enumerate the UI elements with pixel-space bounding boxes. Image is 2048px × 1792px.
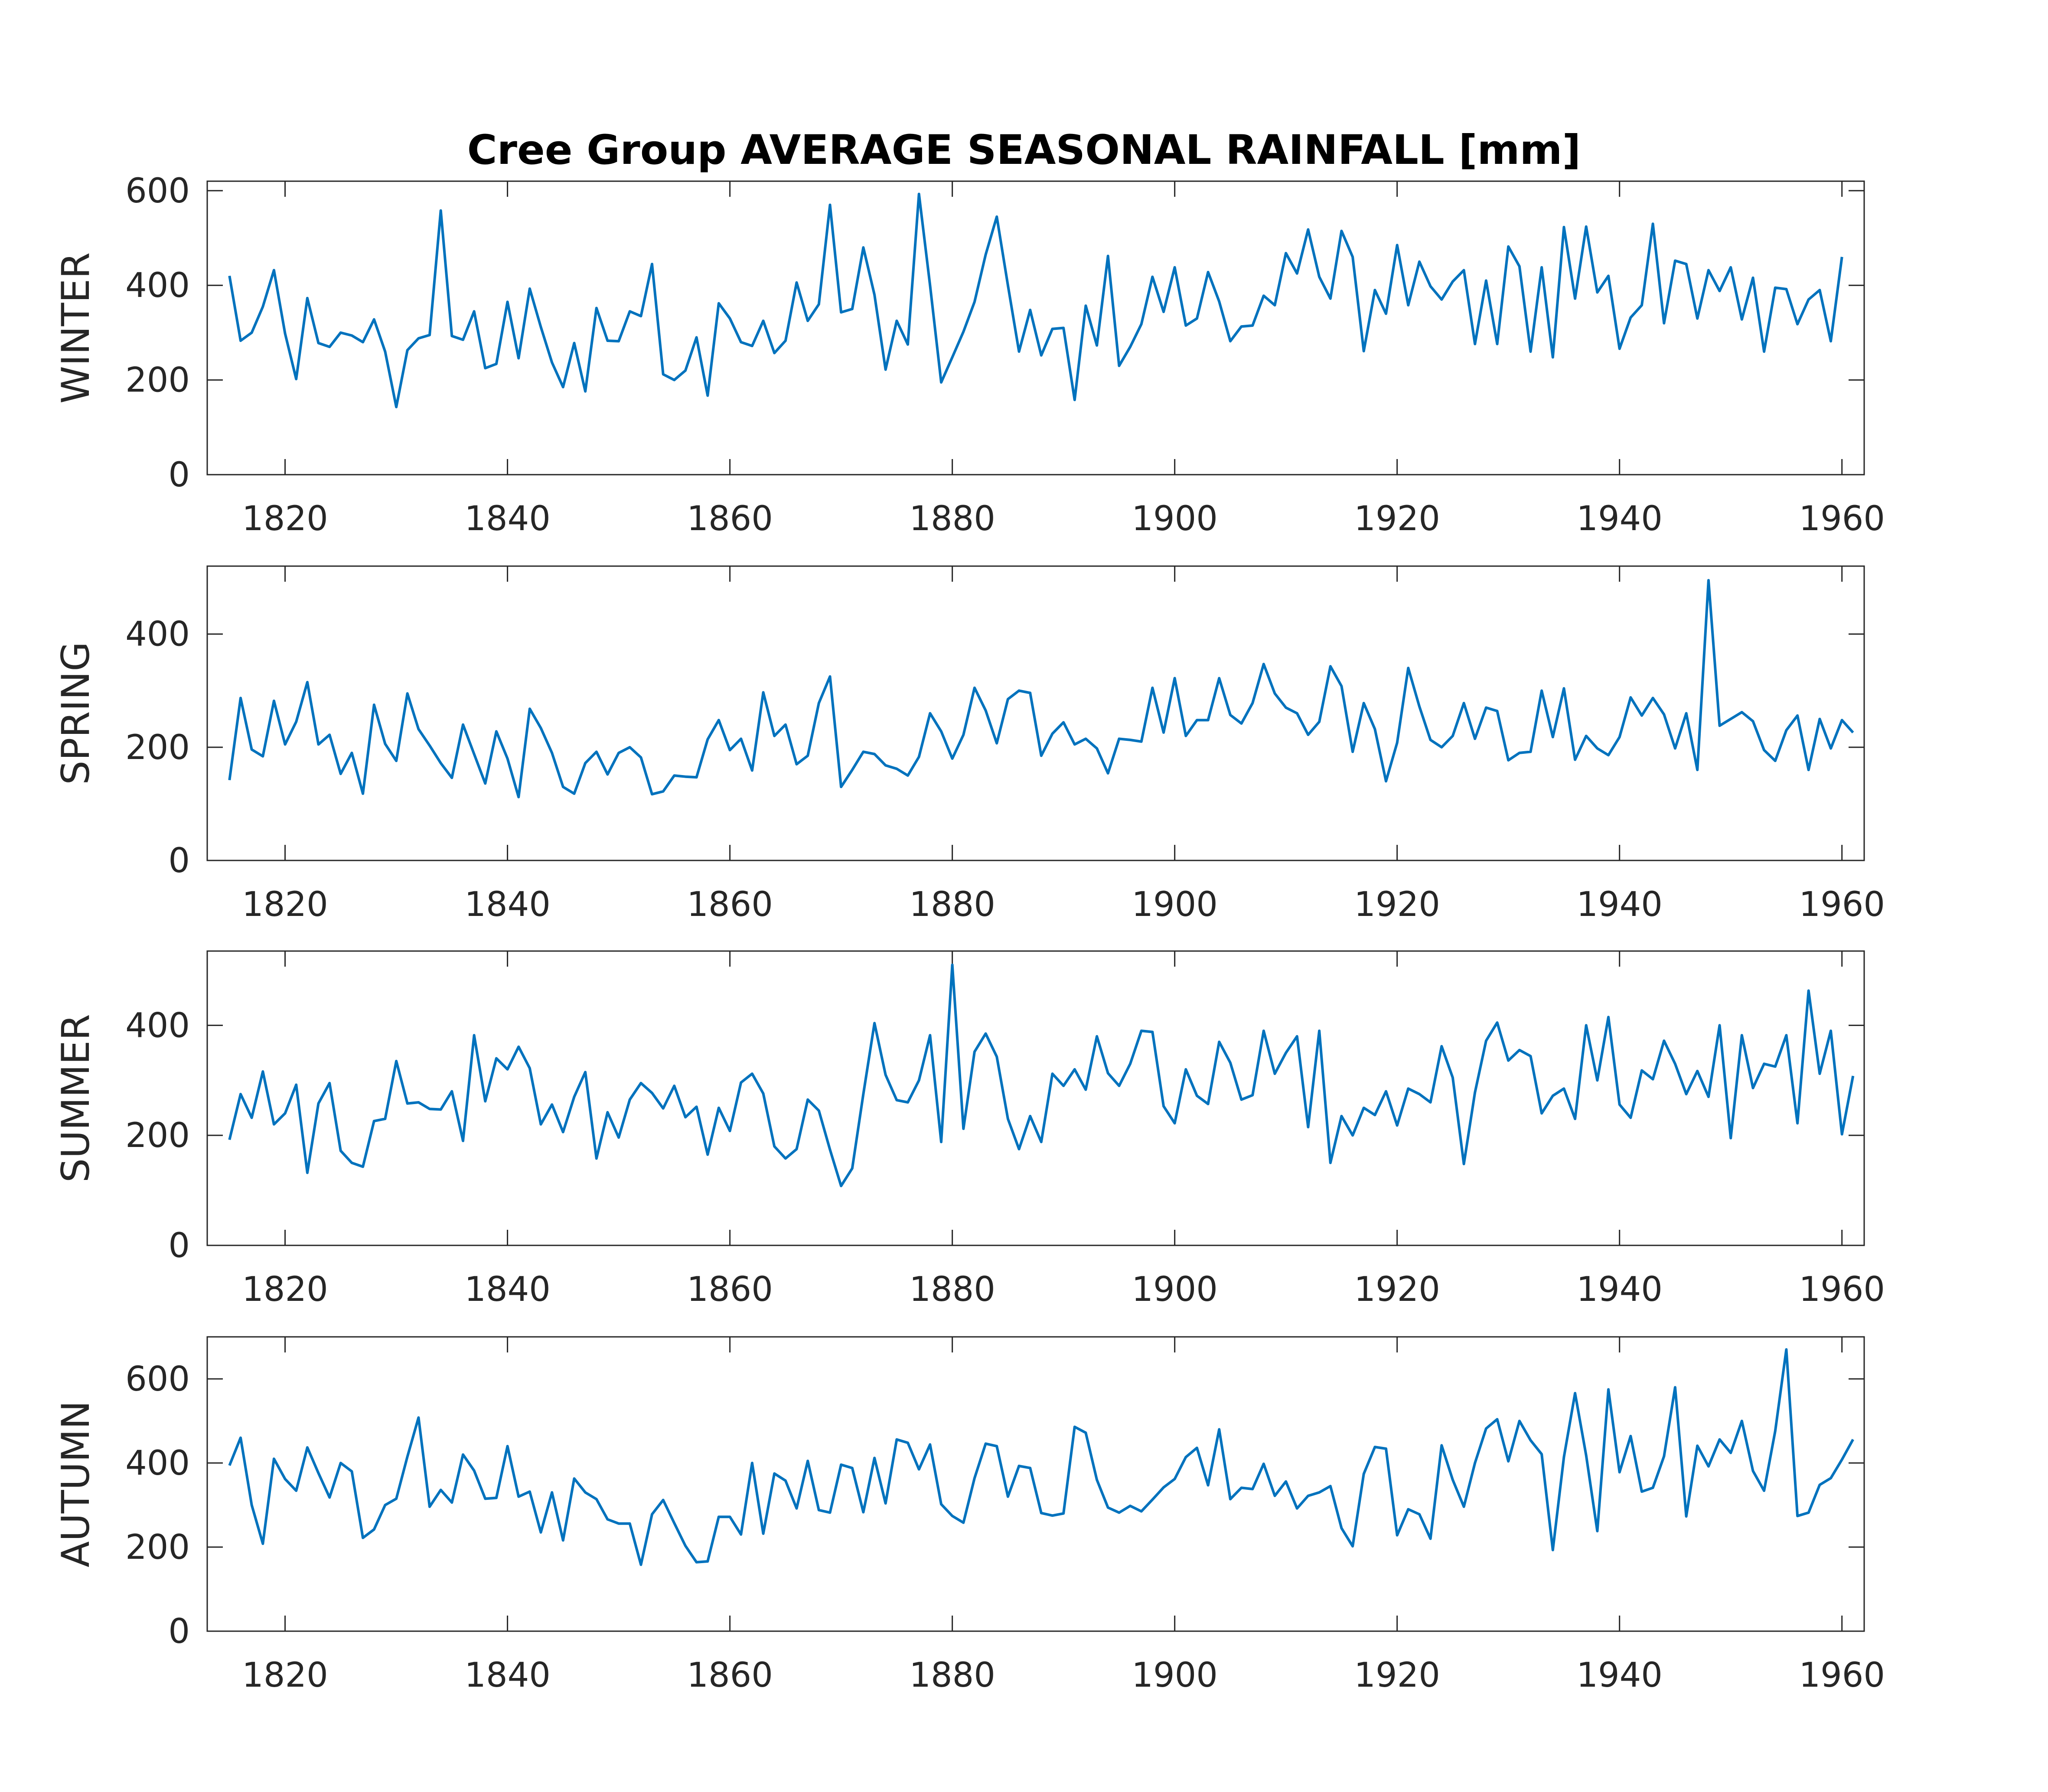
series-line-spring bbox=[228, 579, 1854, 798]
y-tick-label: 200 bbox=[125, 1116, 190, 1155]
x-tick-label: 1860 bbox=[687, 499, 773, 538]
y-tick-label: 600 bbox=[125, 172, 190, 211]
y-axis-label-spring: SPRING bbox=[53, 642, 98, 785]
x-tick-label: 1960 bbox=[1799, 1656, 1885, 1695]
panel-summer: 0 200 400 1820 1840 1860 1880 1900 1920 1940 1960 S… bbox=[53, 950, 1885, 1309]
y-tick-label: 400 bbox=[125, 266, 190, 305]
x-tick-label: 1840 bbox=[464, 1270, 551, 1309]
x-tick-label: 1940 bbox=[1576, 499, 1663, 538]
x-tick-label: 1960 bbox=[1799, 1270, 1885, 1309]
y-tick-label: 200 bbox=[125, 1528, 190, 1567]
x-tick-label: 1820 bbox=[242, 885, 328, 924]
x-tick-label: 1900 bbox=[1132, 1270, 1218, 1309]
x-tick-label: 1920 bbox=[1354, 1656, 1440, 1695]
panel-winter: 0 200 400 600 1820 1840 1860 1880 1900 1920 1940 19… bbox=[53, 172, 1885, 538]
x-tick-label: 1820 bbox=[242, 1270, 328, 1309]
x-tick-label: 1940 bbox=[1576, 1270, 1663, 1309]
x-tick-label: 1880 bbox=[909, 1270, 995, 1309]
series-line-autumn bbox=[228, 1348, 1854, 1566]
x-tick-label: 1940 bbox=[1576, 885, 1663, 924]
x-tick-label: 1900 bbox=[1132, 1656, 1218, 1695]
y-axis-label-summer: SUMMER bbox=[53, 1014, 98, 1183]
x-tick-label: 1920 bbox=[1354, 885, 1440, 924]
axes-box-winter bbox=[206, 180, 1865, 476]
panel-autumn: 0 200 400 600 1820 1840 1860 1880 1900 1920 1940 19… bbox=[53, 1336, 1885, 1695]
panel-spring: 0 200 400 1820 1840 1860 1880 1900 1920 1940 1960 S… bbox=[53, 565, 1885, 924]
x-tick-label: 1880 bbox=[909, 499, 995, 538]
y-tick-label: 0 bbox=[168, 1226, 190, 1265]
axes-box-summer bbox=[206, 950, 1865, 1246]
y-tick-label: 600 bbox=[125, 1360, 190, 1399]
x-tick-label: 1900 bbox=[1132, 885, 1218, 924]
y-tick-label: 200 bbox=[125, 361, 190, 400]
x-tick-label: 1860 bbox=[687, 1270, 773, 1309]
y-tick-label: 400 bbox=[125, 615, 190, 654]
y-tick-label: 400 bbox=[125, 1444, 190, 1483]
x-tick-label: 1820 bbox=[242, 499, 328, 538]
y-tick-label: 0 bbox=[168, 841, 190, 880]
panels: 0 200 400 600 1820 1840 1860 1880 1900 1920 1940 19… bbox=[53, 172, 1885, 1695]
x-tick-label: 1840 bbox=[464, 885, 551, 924]
x-tick-label: 1920 bbox=[1354, 499, 1440, 538]
y-tick-label: 200 bbox=[125, 728, 190, 767]
axes-box-spring bbox=[206, 565, 1865, 861]
y-axis-label-autumn: AUTUMN bbox=[53, 1401, 98, 1567]
y-tick-label: 400 bbox=[125, 1006, 190, 1045]
x-tick-label: 1860 bbox=[687, 885, 773, 924]
x-tick-label: 1920 bbox=[1354, 1270, 1440, 1309]
x-tick-label: 1820 bbox=[242, 1656, 328, 1695]
x-tick-label: 1880 bbox=[909, 885, 995, 924]
x-tick-label: 1840 bbox=[464, 499, 551, 538]
x-tick-label: 1960 bbox=[1799, 499, 1885, 538]
axes-box-autumn bbox=[206, 1336, 1865, 1632]
series-line-winter bbox=[228, 192, 1843, 408]
x-tick-label: 1840 bbox=[464, 1656, 551, 1695]
x-tick-label: 1860 bbox=[687, 1656, 773, 1695]
x-tick-label: 1940 bbox=[1576, 1656, 1663, 1695]
x-tick-label: 1900 bbox=[1132, 499, 1218, 538]
chart-title: Cree Group AVERAGE SEASONAL RAINFALL [mm… bbox=[467, 127, 1581, 174]
series-line-summer bbox=[228, 963, 1855, 1187]
y-tick-label: 0 bbox=[168, 456, 190, 495]
y-axis-label-winter: WINTER bbox=[53, 252, 98, 404]
y-tick-label: 0 bbox=[168, 1612, 190, 1651]
x-tick-label: 1880 bbox=[909, 1656, 995, 1695]
x-tick-label: 1960 bbox=[1799, 885, 1885, 924]
